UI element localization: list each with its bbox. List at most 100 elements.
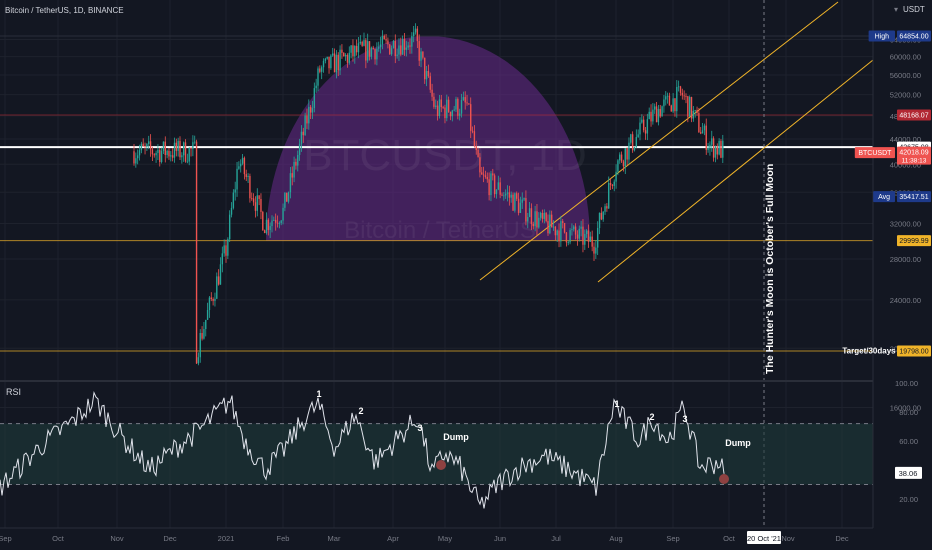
candle-body xyxy=(313,88,316,109)
candle-body xyxy=(424,57,426,80)
candle-body xyxy=(201,333,203,339)
candle-body xyxy=(300,131,303,144)
channel-lower xyxy=(597,59,874,283)
candle-body xyxy=(361,41,363,46)
candle-body xyxy=(260,198,262,212)
candle-body xyxy=(320,67,323,72)
candle-body xyxy=(381,35,384,45)
dump-marker-1[interactable] xyxy=(436,460,446,470)
candle-body xyxy=(442,107,444,108)
candle-body xyxy=(392,40,395,49)
candle-body xyxy=(549,214,551,234)
candle-body xyxy=(451,110,454,117)
time-tick-label: Feb xyxy=(277,534,290,543)
candle-body xyxy=(440,99,442,108)
candle-body xyxy=(286,192,288,202)
candle-body xyxy=(567,242,569,244)
candle-body xyxy=(508,192,511,198)
time-tick-label: Jun xyxy=(494,534,506,543)
price-label-tag: Target/30days xyxy=(842,347,896,356)
candle-body xyxy=(446,99,448,119)
candle-body xyxy=(401,38,404,55)
candle-body xyxy=(431,89,433,97)
candle-body xyxy=(232,192,235,208)
candle-body xyxy=(482,174,485,176)
candle-body xyxy=(227,239,229,256)
candle-body xyxy=(225,245,227,256)
price-label-value: 19798.00 xyxy=(899,349,928,356)
parallel-channel[interactable] xyxy=(479,1,874,283)
candle-body xyxy=(468,103,470,105)
candle-body xyxy=(516,193,518,199)
candle-body xyxy=(422,51,424,58)
candle-body xyxy=(159,149,161,162)
candle-body xyxy=(527,217,529,222)
candle-body xyxy=(521,199,523,203)
candle-body xyxy=(499,182,501,195)
candle-body xyxy=(714,146,717,158)
dump-marker-2[interactable] xyxy=(719,474,729,484)
candle-body xyxy=(718,140,720,155)
candle-body xyxy=(644,130,647,134)
candle-body xyxy=(536,211,538,228)
candle-body xyxy=(609,182,612,185)
candle-body xyxy=(304,115,306,136)
rsi-current-value: 38.06 xyxy=(899,469,918,478)
candle-body xyxy=(547,221,549,234)
candle-body xyxy=(389,44,391,55)
candle-body xyxy=(458,113,461,116)
candle-body xyxy=(554,226,557,236)
candle-body xyxy=(352,45,354,57)
candle-body xyxy=(512,194,514,211)
rsi-annotation-label: 3 xyxy=(417,423,422,433)
horizontal-levels[interactable] xyxy=(0,35,873,352)
candle-body xyxy=(315,85,317,89)
rsi-tick-label: 20.00 xyxy=(899,495,918,504)
candle-body xyxy=(214,298,216,301)
candle-body xyxy=(330,55,332,69)
time-tick-label: Apr xyxy=(387,534,399,543)
candle-body xyxy=(460,99,463,114)
rsi-current-box xyxy=(895,466,922,479)
candle-body xyxy=(591,236,593,247)
candle-body xyxy=(429,76,431,90)
candle-body xyxy=(241,157,244,164)
price-tick-label: 16000.00 xyxy=(890,404,921,413)
candle-body xyxy=(659,108,661,117)
rsi-annotation-label: Dump xyxy=(443,432,469,442)
candle-body xyxy=(181,155,183,158)
candle-body xyxy=(595,247,597,254)
time-tick-label: Dec xyxy=(835,534,849,543)
candle-body xyxy=(184,142,187,162)
candle-body xyxy=(690,97,693,119)
candle-body xyxy=(168,150,170,157)
candle-body xyxy=(412,32,415,37)
candle-body xyxy=(149,141,152,150)
candle-body xyxy=(252,198,255,203)
candle-body xyxy=(271,220,273,227)
candle-body xyxy=(672,98,674,112)
candle-body xyxy=(722,140,724,158)
candle-body xyxy=(711,138,713,145)
candle-body xyxy=(228,214,231,240)
symbol-title[interactable]: Bitcoin / TetherUS, 1D, BINANCE xyxy=(5,6,124,15)
candle-body xyxy=(245,174,247,177)
time-axis[interactable]: Sep Oct Nov Dec 2021 Feb Mar Apr May Jun Jul Aug Sep… xyxy=(0,531,849,544)
candle-body xyxy=(182,142,185,156)
candle-body xyxy=(357,43,360,53)
candle-body xyxy=(151,149,154,155)
candle-body xyxy=(444,107,446,119)
settings-icon[interactable]: ▾ xyxy=(894,5,898,14)
candle-body xyxy=(479,157,481,173)
candle-body xyxy=(376,48,378,60)
time-cursor-box xyxy=(747,531,781,544)
candle-body xyxy=(578,228,580,239)
candle-body xyxy=(576,234,579,239)
candle-body xyxy=(630,134,632,143)
candle-body xyxy=(133,151,135,164)
candle-body xyxy=(379,44,382,48)
price-label-tag-box xyxy=(854,147,895,159)
candle-body xyxy=(394,40,396,57)
